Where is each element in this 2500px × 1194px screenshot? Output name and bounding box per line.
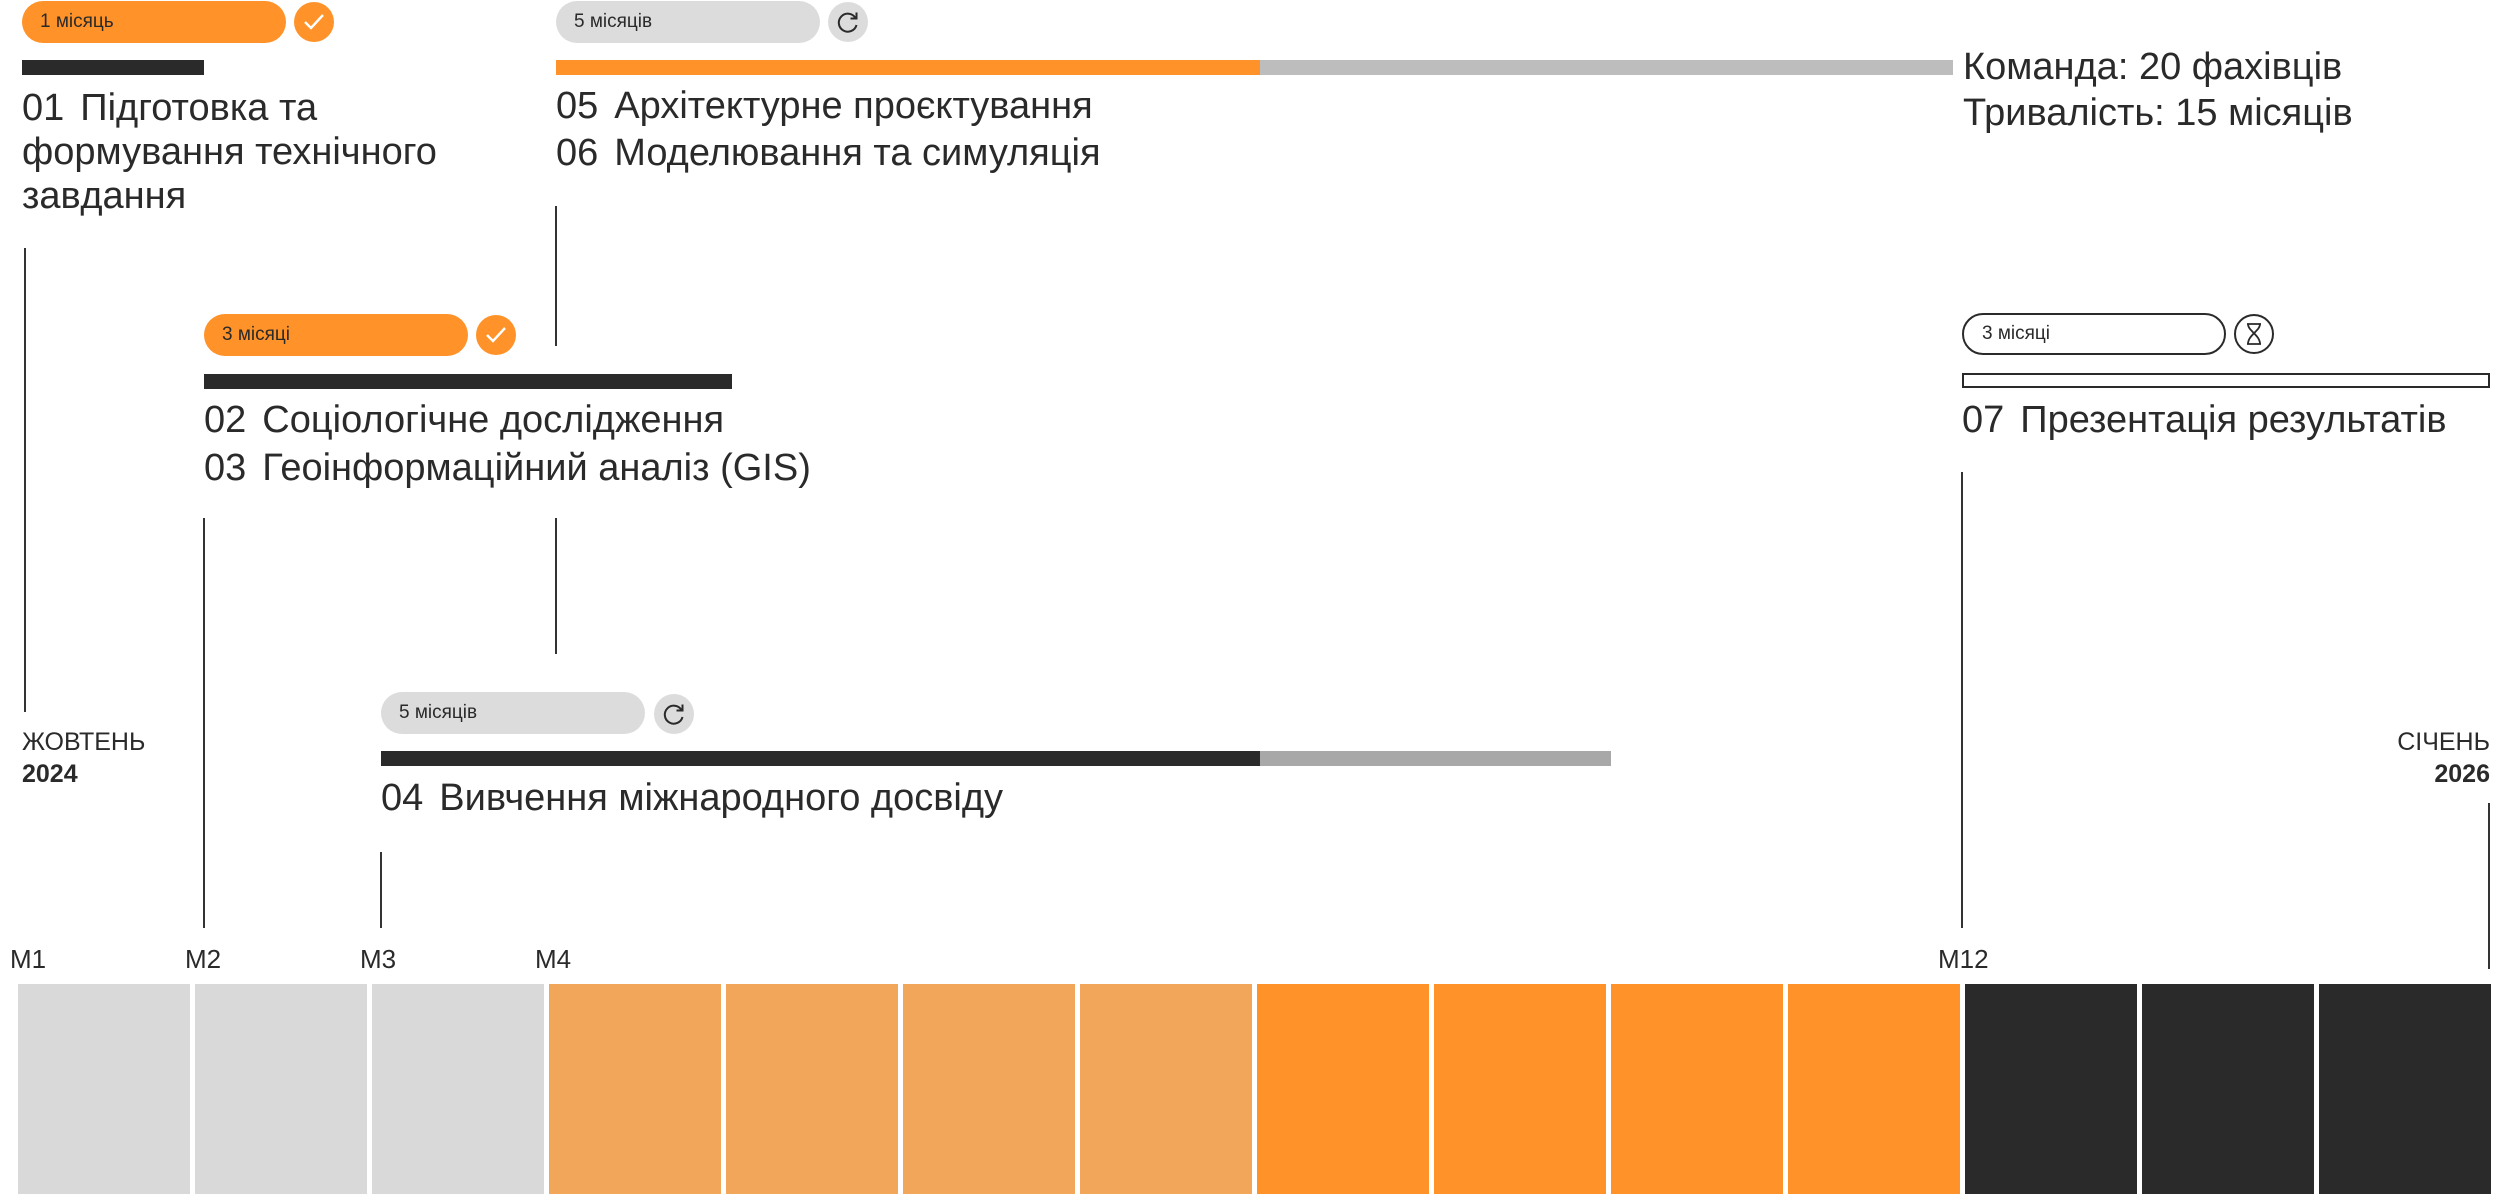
phase-02-title: 02 Соціологічне дослідження: [204, 398, 724, 442]
duration-label: 3 місяці: [222, 324, 291, 345]
phase-07-bar: [1962, 373, 2490, 388]
phase-title: Архітектурне проєктування: [614, 85, 1093, 127]
end-date: СІЧЕНЬ 2026: [2300, 726, 2490, 790]
end-year: 2026: [2434, 760, 2490, 788]
duration-label: 5 місяців: [399, 702, 478, 723]
duration-value: 15 місяців: [2175, 92, 2353, 134]
phase-title: Презентація результатів: [2020, 399, 2447, 441]
month-cell: [1965, 984, 2137, 1194]
duration-pill-phase-07: 3 місяці: [1962, 313, 2226, 355]
connector-line: [1961, 472, 1963, 928]
start-month: ЖОВТЕНЬ: [22, 728, 146, 756]
month-cell: [903, 984, 1075, 1194]
month-cell: [1434, 984, 1606, 1194]
connector-line: [203, 518, 205, 928]
connector-line: [24, 248, 26, 712]
month-marker-m3: M3: [360, 944, 397, 974]
phase-01-bar: [22, 60, 204, 75]
month-marker-m2: M2: [185, 944, 222, 974]
month-marker-m4: M4: [535, 944, 572, 974]
phase-number: 06: [556, 132, 599, 174]
phase-number: 04: [381, 777, 424, 819]
check-icon: [294, 2, 334, 42]
phase-01-title: 01 Підготовка та формування технічного за…: [22, 86, 522, 218]
duration-label: 5 місяців: [574, 11, 653, 32]
team-row: Команда: 20 фахівців: [1963, 44, 2353, 90]
phase-04-bar-done: [381, 751, 1260, 766]
month-cell: [549, 984, 721, 1194]
duration-pill-phase-04: 5 місяців: [381, 692, 645, 734]
phase-06-title: 06 Моделювання та симуляція: [556, 131, 1101, 175]
duration-row: Тривалість: 15 місяців: [1963, 90, 2353, 136]
phase-number: 02: [204, 399, 247, 441]
duration-label: 3 місяці: [1982, 323, 2051, 344]
team-label: Команда:: [1963, 46, 2129, 88]
hourglass-icon: [2234, 314, 2274, 354]
refresh-icon: [654, 694, 694, 734]
month-marker-m1: M1: [10, 944, 47, 974]
month-cell: [1611, 984, 1783, 1194]
duration-pill-phase-01: 1 місяць: [22, 1, 286, 43]
start-year: 2024: [22, 760, 78, 788]
duration-pill-phase-05-06: 5 місяців: [556, 1, 820, 43]
phase-number: 03: [204, 447, 247, 489]
team-value: 20 фахівців: [2138, 46, 2343, 88]
connector-line: [555, 206, 557, 346]
month-cell: [1257, 984, 1429, 1194]
phase-title: Соціологічне дослідження: [262, 399, 725, 441]
month-cell: [18, 984, 190, 1194]
phase-05-06-bar-done: [556, 60, 1260, 75]
phase-03-title: 03 Геоінформаційний аналіз (GIS): [204, 446, 811, 490]
end-month: СІЧЕНЬ: [2397, 728, 2490, 756]
check-icon: [476, 315, 516, 355]
month-cell: [195, 984, 367, 1194]
phase-02-03-bar: [204, 374, 732, 389]
month-cell: [2319, 984, 2491, 1194]
month-cell: [1080, 984, 1252, 1194]
duration-label: Тривалість:: [1963, 92, 2165, 134]
phase-title: Вивчення міжнародного досвіду: [439, 777, 1004, 819]
phase-05-title: 05 Архітектурне проєктування: [556, 84, 1093, 128]
phase-number: 05: [556, 85, 599, 127]
start-date: ЖОВТЕНЬ 2024: [22, 726, 145, 790]
connector-line: [380, 852, 382, 928]
phase-title: Підготовка та формування технічного завд…: [22, 87, 437, 217]
phase-04-bar-remaining: [1260, 751, 1611, 766]
duration-pill-phase-02-03: 3 місяці: [204, 314, 468, 356]
month-cell: [1788, 984, 1960, 1194]
connector-line: [2488, 803, 2490, 969]
phase-number: 01: [22, 87, 65, 129]
month-cell: [372, 984, 544, 1194]
month-cell: [726, 984, 898, 1194]
phase-05-06-bar-remaining: [1260, 60, 1953, 75]
phase-title: Геоінформаційний аналіз (GIS): [262, 447, 811, 489]
phase-title: Моделювання та симуляція: [614, 132, 1101, 174]
phase-07-title: 07 Презентація результатів: [1962, 398, 2447, 442]
duration-label: 1 місяць: [40, 11, 114, 32]
connector-line: [555, 518, 557, 654]
month-cell: [2142, 984, 2314, 1194]
phase-04-title: 04 Вивчення міжнародного досвіду: [381, 776, 1003, 820]
phase-number: 07: [1962, 399, 2005, 441]
refresh-icon: [828, 2, 868, 42]
month-marker-m12: M12: [1938, 944, 1989, 974]
project-summary: Команда: 20 фахівців Тривалість: 15 міся…: [1963, 44, 2353, 136]
